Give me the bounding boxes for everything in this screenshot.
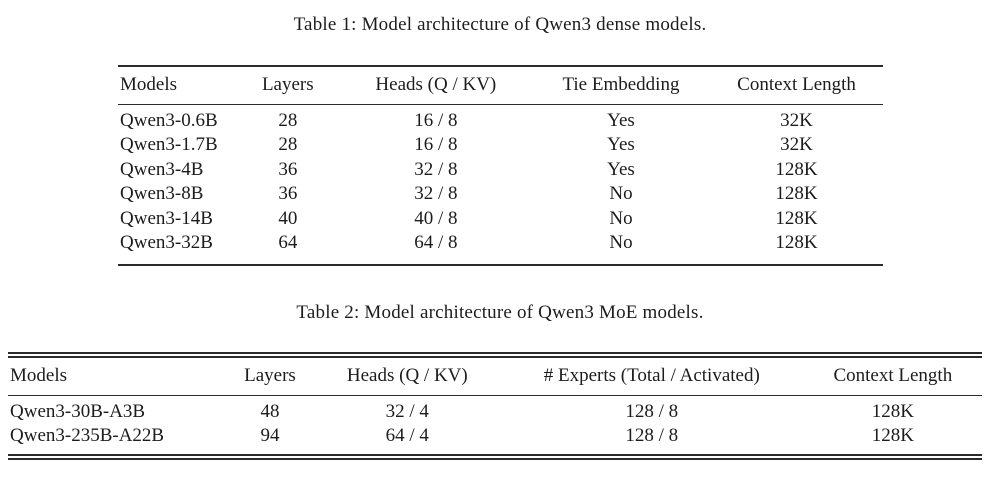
table-1-caption: Table 1: Model architecture of Qwen3 den… [293, 14, 707, 35]
table-cell: No [609, 231, 633, 253]
table-row: Qwen3-4B 36 32 / 8 Yes 128K [118, 157, 883, 181]
table-cell: 32K [780, 134, 813, 156]
table-cell: Qwen3-14B [120, 207, 213, 229]
table-row: Qwen3-1.7B 28 16 / 8 Yes 32K [118, 133, 883, 157]
table-cell: Yes [607, 110, 635, 131]
table-cell: 16 / 8 [414, 134, 458, 156]
table-cell: Qwen3-30B-A3B [10, 401, 146, 422]
table-cell: No [609, 207, 633, 229]
table-row: Qwen3-14B 40 40 / 8 No 128K [118, 206, 883, 230]
moe-models-table: Models Layers Heads (Q / KV) # Experts (… [8, 352, 982, 461]
table-row: Qwen3-32B 64 64 / 8 No 128K [118, 230, 883, 265]
column-header-context-length: Context Length [737, 74, 856, 95]
table-row: Qwen3-0.6B 28 16 / 8 Yes 32K [118, 105, 883, 133]
table-cell: 128K [871, 425, 914, 447]
table-cell: 64 / 4 [385, 425, 429, 447]
table-cell: 128 / 8 [625, 425, 679, 447]
table-cell: Qwen3-4B [120, 158, 204, 180]
table-cell: Qwen3-235B-A22B [10, 425, 165, 447]
dense-models-table: Models Layers Heads (Q / KV) Tie Embeddi… [118, 65, 883, 266]
table-header-row: Models Layers Heads (Q / KV) Tie Embeddi… [118, 66, 883, 105]
table-cell: 28 [278, 110, 298, 131]
column-header-models: Models [120, 74, 177, 95]
table-cell: Qwen3-1.7B [120, 134, 218, 156]
column-header-tie-embedding: Tie Embedding [562, 74, 680, 95]
table-cell: Yes [607, 134, 635, 156]
table-cell: 48 [260, 401, 280, 422]
table-cell: Yes [607, 158, 635, 180]
table-cell: 32K [780, 110, 813, 131]
table-cell: 94 [260, 425, 280, 447]
table-cell: 32 / 8 [414, 183, 458, 205]
table-cell: 128K [775, 207, 818, 229]
table-cell: Qwen3-0.6B [120, 110, 218, 131]
table-cell: 64 / 8 [414, 231, 458, 253]
table-cell: 128K [775, 183, 818, 205]
column-header-heads: Heads (Q / KV) [375, 74, 497, 95]
table-cell: 32 / 4 [385, 401, 429, 422]
table-row: Qwen3-8B 36 32 / 8 No 128K [118, 181, 883, 205]
column-header-experts: # Experts (Total / Activated) [543, 365, 760, 386]
table-row: Qwen3-30B-A3B 48 32 / 4 128 / 8 128K [8, 396, 982, 424]
table-cell: 40 [278, 207, 298, 229]
table-cell: 64 [278, 231, 298, 253]
column-header-models: Models [10, 365, 67, 386]
table-2-caption: Table 2: Model architecture of Qwen3 MoE… [296, 302, 704, 323]
table-cell: 128 / 8 [625, 401, 679, 422]
column-header-heads: Heads (Q / KV) [346, 365, 468, 386]
column-header-context-length: Context Length [833, 365, 953, 386]
table-cell: 36 [278, 183, 298, 205]
table-cell: 32 / 8 [414, 158, 458, 180]
table-cell: 40 / 8 [414, 207, 458, 229]
column-header-layers: Layers [261, 74, 314, 95]
table-cell: Qwen3-8B [120, 183, 204, 205]
table-cell: Qwen3-32B [120, 231, 213, 253]
table-cell: 36 [278, 158, 298, 180]
table-cell: 128K [775, 231, 818, 253]
table-header-row: Models Layers Heads (Q / KV) # Experts (… [8, 355, 982, 396]
table-cell: 128K [775, 158, 818, 180]
table-row: Qwen3-235B-A22B 94 64 / 4 128 / 8 128K [8, 424, 982, 458]
table-cell: 128K [871, 401, 914, 422]
table-cell: 28 [278, 134, 298, 156]
table-cell: 16 / 8 [414, 110, 458, 131]
table-cell: No [609, 183, 633, 205]
column-header-layers: Layers [244, 365, 296, 386]
